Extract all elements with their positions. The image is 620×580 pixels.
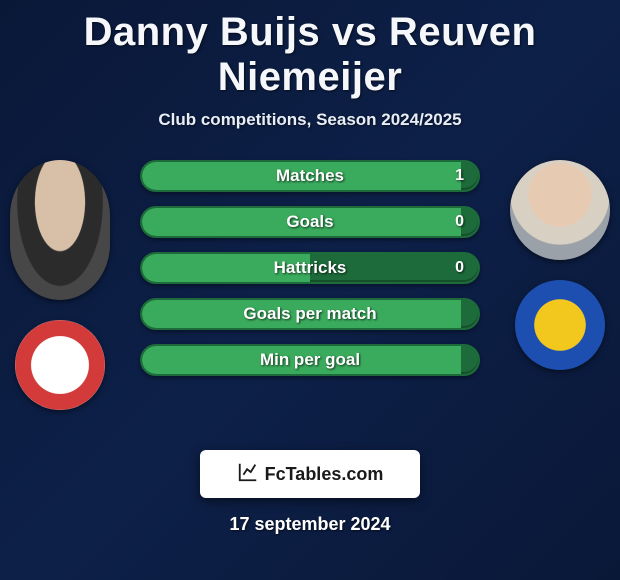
bar-goals: Goals 0 <box>140 206 480 238</box>
bar-goals-per-match: Goals per match <box>140 298 480 330</box>
right-player-avatar <box>510 160 610 260</box>
right-side <box>500 160 620 370</box>
stat-bars: Matches 1 Goals 0 Hattricks 0 Goals per … <box>140 160 480 376</box>
bar-value: 1 <box>455 162 464 190</box>
left-side <box>0 160 120 410</box>
bar-min-per-goal: Min per goal <box>140 344 480 376</box>
watermark-badge: FcTables.com <box>200 450 420 498</box>
bar-value: 0 <box>455 254 464 282</box>
bar-label: Hattricks <box>142 254 478 282</box>
left-club-crest <box>15 320 105 410</box>
bar-hattricks: Hattricks 0 <box>140 252 480 284</box>
right-club-crest <box>515 280 605 370</box>
chart-icon <box>237 461 259 488</box>
date-text: 17 september 2024 <box>0 514 620 535</box>
comparison-panel: Matches 1 Goals 0 Hattricks 0 Goals per … <box>0 160 620 420</box>
bar-label: Goals <box>142 208 478 236</box>
bar-matches: Matches 1 <box>140 160 480 192</box>
bar-label: Matches <box>142 162 478 190</box>
watermark-text: FcTables.com <box>265 464 384 485</box>
subtitle: Club competitions, Season 2024/2025 <box>0 110 620 130</box>
page-title: Danny Buijs vs Reuven Niemeijer <box>0 0 620 100</box>
left-player-avatar <box>10 160 110 300</box>
bar-value: 0 <box>455 208 464 236</box>
bar-label: Min per goal <box>142 346 478 374</box>
bar-label: Goals per match <box>142 300 478 328</box>
